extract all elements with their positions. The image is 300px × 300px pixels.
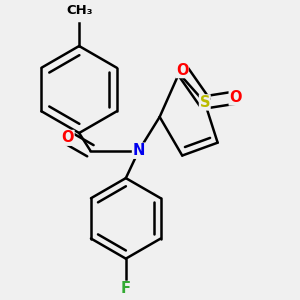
Text: CH₃: CH₃ (66, 4, 92, 17)
Text: N: N (133, 143, 145, 158)
Text: O: O (61, 130, 74, 145)
Text: O: O (229, 90, 242, 105)
Text: S: S (200, 95, 210, 110)
Text: F: F (121, 281, 131, 296)
Text: O: O (176, 63, 188, 78)
